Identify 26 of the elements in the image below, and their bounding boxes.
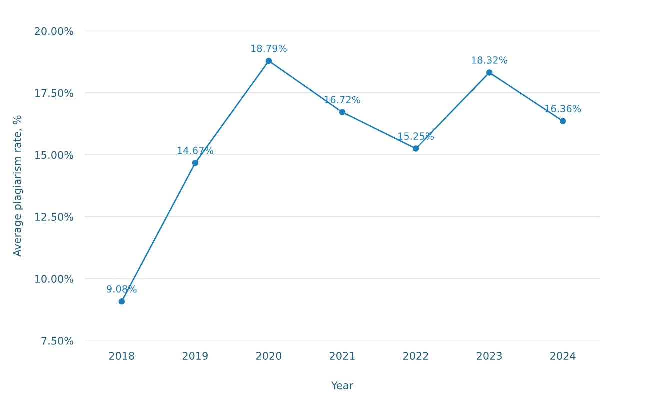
y-tick-label: 12.50% [35,213,74,222]
x-tick-label: 2021 [330,352,355,360]
x-tick-label: 2020 [256,352,282,360]
point [339,109,346,116]
data-label: 16.72% [325,96,360,104]
x-axis-title: Year [331,382,354,390]
point [266,58,272,64]
y-tick-label: 15.00% [35,151,74,160]
point [192,160,199,166]
point [486,70,493,76]
x-tick-label: 2023 [477,352,502,360]
y-axis-title: Average plagiarism rate, % [13,116,24,257]
x-tick-label: 2018 [109,352,134,360]
y-tick-label: 10.00% [35,275,74,283]
point [412,146,420,152]
point [560,118,566,124]
point [118,298,126,305]
x-tick-label: 2022 [404,352,428,360]
x-tick-label: 2024 [550,352,576,360]
data-label: 16.36% [546,105,582,112]
y-tick-label: 20.00% [35,27,74,36]
data-label: 18.32% [472,56,508,64]
data-label: 18.79% [252,44,287,52]
x-tick-label: 2019 [182,352,208,360]
y-tick-label: 17.50% [35,89,74,98]
y-tick-label: 7.50% [42,337,74,345]
